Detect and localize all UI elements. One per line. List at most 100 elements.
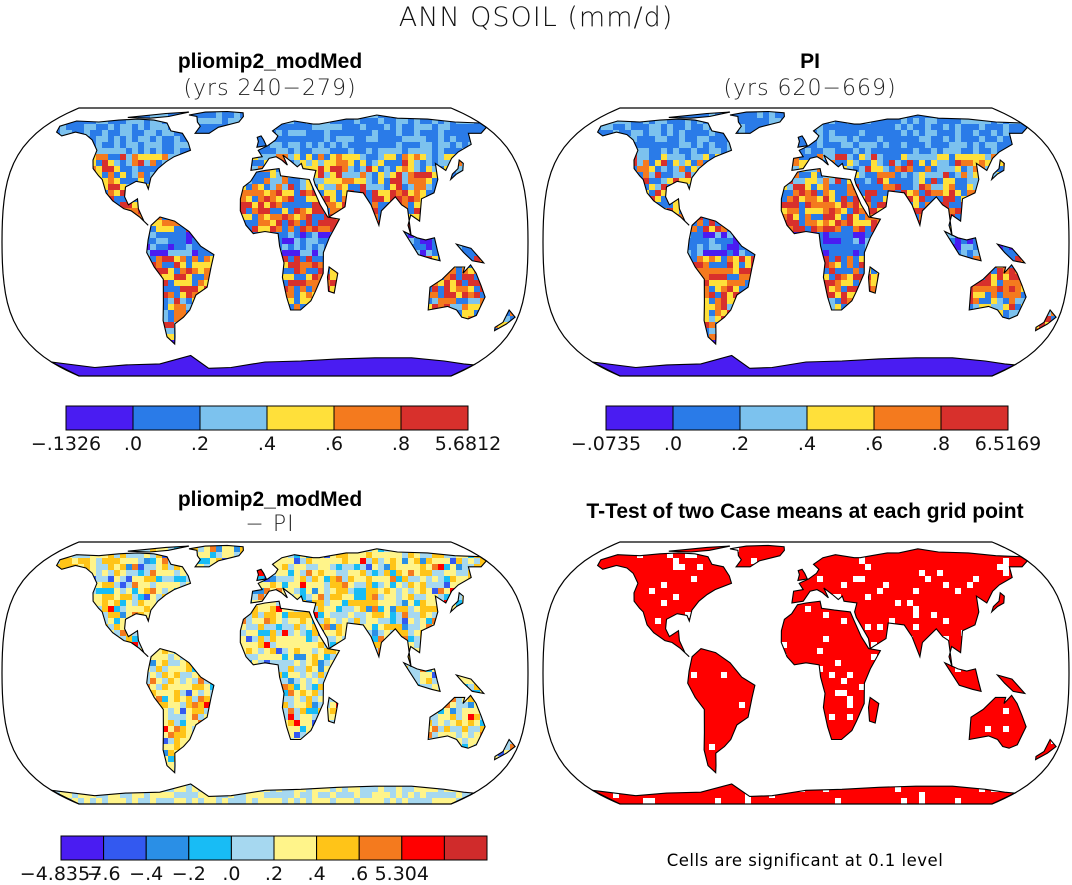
colorbar-tick-label: .0 xyxy=(663,433,683,455)
coastline-arcticisl xyxy=(668,111,731,119)
coastline-eurasia xyxy=(250,114,488,236)
coastline-nz xyxy=(1034,738,1057,761)
colorbar-diff xyxy=(60,835,488,861)
coastline-madagascar xyxy=(326,696,339,724)
coastline-arcticisl xyxy=(127,111,190,119)
colorbar-box xyxy=(739,405,808,431)
map-frame xyxy=(542,107,1070,377)
coastline-australia xyxy=(427,694,486,749)
colorbar-box xyxy=(60,835,105,861)
coastline-madagascar xyxy=(326,266,339,294)
colorbar-box xyxy=(199,405,268,431)
map-frame xyxy=(1,107,529,377)
coastline-indonesia xyxy=(402,661,441,693)
coastline-japan xyxy=(449,158,464,182)
colorbar-box xyxy=(333,405,402,431)
coastline-newguinea xyxy=(995,243,1027,264)
colorbar-box xyxy=(873,405,942,431)
colorbar-pi xyxy=(605,405,1009,431)
colorbar-tick-label: .6 xyxy=(864,433,884,455)
colorbar-box xyxy=(940,405,1009,431)
significance-note: Cells are significant at 0.1 level xyxy=(666,851,944,870)
colorbar-box xyxy=(266,405,335,431)
colorbar-tick-label: .2 xyxy=(190,433,210,455)
coastline-arcticisl xyxy=(668,545,731,553)
colorbar-tick-label: .6 xyxy=(324,433,344,455)
panel-subtitle-pi: (yrs 620−669) xyxy=(723,76,897,101)
colorbar-tick-label: 6.5169 xyxy=(974,433,1042,455)
coastline-arcticisl xyxy=(127,545,190,553)
coastline-eurasia xyxy=(791,114,1029,236)
coastline-nz xyxy=(493,308,516,332)
colorbar-box xyxy=(230,835,275,861)
colorbar-tick-label: .8 xyxy=(391,433,411,455)
map-ttest xyxy=(542,541,1070,805)
colorbar-box xyxy=(672,405,741,431)
coastline-newguinea xyxy=(454,673,486,695)
colorbar-tick-label: .0 xyxy=(123,433,143,455)
colorbar-tick-label: .0 xyxy=(222,863,241,885)
map-pi xyxy=(542,107,1070,377)
panel-title-ttest: T-Test of two Case means at each grid po… xyxy=(586,500,1024,523)
coastline-namerica xyxy=(55,552,192,658)
figure-title: ANN QSOIL (mm/d) xyxy=(398,2,674,33)
colorbar-box xyxy=(145,835,190,861)
colorbar-tick-label: −4.8357 xyxy=(19,863,103,885)
coastline-uk xyxy=(797,568,809,582)
coastline-africa xyxy=(780,167,882,311)
colorbar-box xyxy=(65,405,134,431)
coastline-nz xyxy=(1034,308,1057,332)
coastline-uk xyxy=(797,135,809,148)
colorbar-tick-label: −.1326 xyxy=(30,433,102,455)
coastline-namerica xyxy=(596,118,733,226)
map-modmed xyxy=(1,107,529,377)
colorbar-box xyxy=(358,835,403,861)
coastline-africa xyxy=(239,167,341,311)
coastline-namerica xyxy=(596,552,733,658)
coastline-japan xyxy=(990,591,1005,614)
coastline-madagascar xyxy=(867,266,880,294)
panel-title-diff: pliomip2_modMed xyxy=(177,488,363,511)
coastline-australia xyxy=(968,694,1027,749)
coastline-samerica xyxy=(687,647,756,774)
colorbar-tick-label: −.6 xyxy=(86,863,121,885)
coastline-australia xyxy=(968,264,1027,320)
colorbar-modmed xyxy=(65,405,469,431)
colorbar-box xyxy=(806,405,875,431)
panel-title-modmed: pliomip2_modMed xyxy=(177,50,363,73)
coastline-africa xyxy=(780,600,882,741)
panel-subtitle-diff: − PI xyxy=(245,512,295,537)
coastline-eurasia xyxy=(791,548,1029,668)
coastline-nz xyxy=(493,738,516,761)
colorbar-box xyxy=(132,405,201,431)
colorbar-tick-label: .4 xyxy=(257,433,277,455)
coastline-indonesia xyxy=(943,230,982,262)
coastline-greenland xyxy=(729,110,785,134)
coastline-namerica xyxy=(55,118,192,226)
coastline-uk xyxy=(256,568,268,582)
coastline-samerica xyxy=(687,216,756,346)
panel-subtitle-modmed: (yrs 240−279) xyxy=(183,76,357,101)
colorbar-tick-label: 5.304 xyxy=(374,863,429,885)
colorbar-box xyxy=(103,835,147,861)
coastline-eurasia xyxy=(250,548,488,668)
panel-title-pi: PI xyxy=(800,50,820,73)
colorbar-tick-label: .2 xyxy=(264,863,284,885)
colorbar-box xyxy=(605,405,674,431)
colorbar-box xyxy=(443,835,488,861)
coastline-newguinea xyxy=(454,243,486,264)
colorbar-box xyxy=(400,405,469,431)
colorbar-box xyxy=(401,835,445,861)
colorbar-box xyxy=(188,835,232,861)
coastline-africa xyxy=(239,600,341,741)
coastline-samerica xyxy=(146,647,215,774)
colorbar-box xyxy=(316,835,360,861)
colorbar-tick-label: .4 xyxy=(797,433,817,455)
map-frame xyxy=(542,541,1070,805)
colorbar-tick-label: −.4 xyxy=(129,863,164,885)
map-frame xyxy=(1,541,529,805)
coastline-uk xyxy=(256,135,268,148)
map-diff xyxy=(1,541,529,805)
colorbar-tick-label: .2 xyxy=(730,433,750,455)
colorbar-box xyxy=(273,835,318,861)
